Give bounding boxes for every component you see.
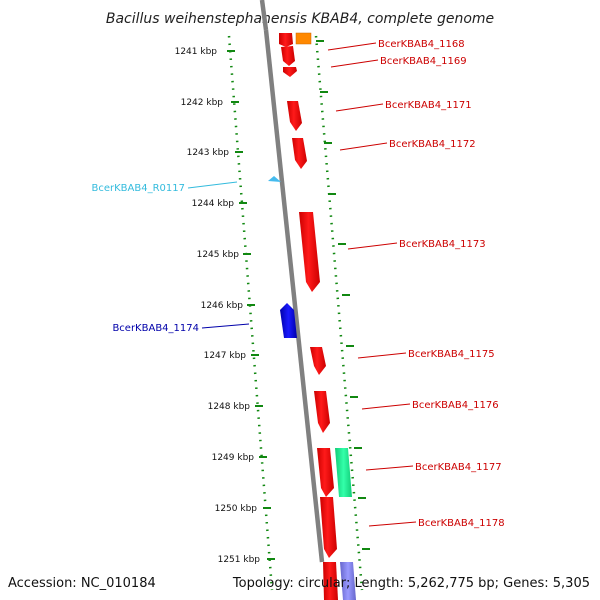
gene-arrow-1172[interactable]: [292, 138, 307, 169]
outer-tick-track: [314, 35, 364, 591]
outer-kbp-ticks: [316, 40, 370, 550]
kbp-label: 1243 kbp: [187, 148, 230, 158]
genome-backbone-top: [259, 0, 269, 31]
rna-arrow-R0117[interactable]: [268, 176, 281, 182]
kbp-label: 1241 kbp: [175, 47, 218, 57]
gene-label[interactable]: BcerKBAB4_1176: [412, 400, 499, 411]
inner-tick-track: [227, 35, 274, 591]
gene-arrow-next[interactable]: [323, 562, 338, 600]
kbp-label: 1250 kbp: [215, 504, 258, 514]
gene-label[interactable]: BcerKBAB4_1169: [380, 56, 467, 67]
gene-label[interactable]: BcerKBAB4_1175: [408, 349, 495, 360]
gene-label[interactable]: BcerKBAB4_1172: [389, 139, 476, 150]
kbp-label: 1247 kbp: [204, 351, 247, 361]
leader-line: [339, 142, 388, 151]
genome-summary: Topology: circular; Length: 5,262,775 bp…: [232, 576, 590, 591]
accession-text: Accession: NC_010184: [8, 576, 156, 591]
leader-line: [357, 352, 407, 359]
kbp-label: 1249 kbp: [212, 453, 255, 463]
gene-arrow-1170[interactable]: [283, 67, 297, 77]
gene-arrow-1175[interactable]: [310, 347, 326, 375]
leader-lines: [187, 42, 417, 527]
kbp-label: 1244 kbp: [192, 199, 235, 209]
leader-line: [327, 42, 377, 51]
orange-feature[interactable]: [295, 32, 312, 45]
leader-line: [347, 242, 398, 250]
gene-label[interactable]: BcerKBAB4_1177: [415, 462, 502, 473]
gene-label[interactable]: BcerKBAB4_1173: [399, 239, 486, 250]
purple-feature[interactable]: [340, 562, 356, 600]
kbp-label: 1242 kbp: [181, 98, 224, 108]
gene-label[interactable]: BcerKBAB4_R0117: [91, 183, 185, 194]
teal-feature[interactable]: [335, 448, 352, 497]
gene-label[interactable]: BcerKBAB4_1174: [112, 323, 199, 334]
gene-label[interactable]: BcerKBAB4_1171: [385, 100, 472, 111]
leader-line: [187, 181, 238, 189]
gene-arrow-1173[interactable]: [299, 212, 320, 292]
inner-kbp-ticks: [227, 50, 275, 560]
gene-label[interactable]: BcerKBAB4_1168: [378, 39, 465, 50]
kbp-labels: 1241 kbp 1242 kbp 1243 kbp 1244 kbp 1245…: [175, 47, 261, 565]
gene-labels: BcerKBAB4_1168 BcerKBAB4_1169 BcerKBAB4_…: [91, 39, 504, 529]
map-title: Bacillus weihenstephanensis KBAB4, compl…: [106, 11, 494, 27]
leader-line: [335, 103, 384, 112]
gene-arrow-1178[interactable]: [320, 497, 337, 558]
kbp-label: 1251 kbp: [218, 555, 261, 565]
kbp-label: 1246 kbp: [201, 301, 244, 311]
leader-line: [330, 59, 379, 68]
leader-line: [368, 521, 417, 527]
leader-line: [361, 403, 411, 410]
gene-arrow-1168[interactable]: [279, 33, 293, 47]
gene-arrow-1176[interactable]: [314, 391, 330, 433]
kbp-label: 1245 kbp: [197, 250, 240, 260]
leader-line: [365, 465, 414, 471]
gene-arrow-1177[interactable]: [317, 448, 334, 497]
kbp-label: 1248 kbp: [208, 402, 251, 412]
gene-label[interactable]: BcerKBAB4_1178: [418, 518, 505, 529]
gene-arrow-1174[interactable]: [280, 303, 297, 338]
forward-strand-features: [279, 33, 338, 600]
leader-line: [201, 323, 250, 329]
gene-arrow-1169[interactable]: [281, 46, 295, 66]
genome-backbone: [263, 29, 325, 563]
gene-arrow-1171[interactable]: [287, 101, 302, 131]
